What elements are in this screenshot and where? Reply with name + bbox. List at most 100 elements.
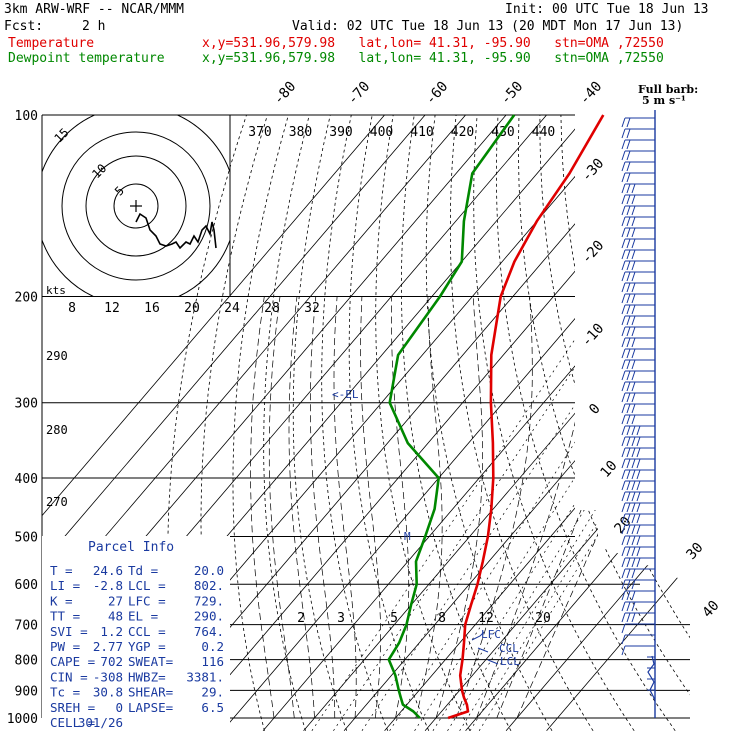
wind-barb-flag (621, 425, 626, 436)
isotherm-label: -30 (579, 156, 608, 186)
wind-barb-flag (621, 117, 626, 128)
lfc-marker: LFC (481, 628, 501, 641)
wind-barb-flag (636, 557, 641, 568)
mixing-ratio-label-mid: 20 (184, 301, 200, 316)
hodograph-ring-label-5: 5 (112, 183, 127, 198)
wind-barb (621, 557, 655, 568)
parcel-cell: CCL = (128, 624, 166, 639)
parcel-cell: 48 (108, 609, 123, 624)
wind-barb (621, 172, 655, 183)
wind-barb (621, 326, 655, 337)
parcel-cell: TT = (50, 609, 80, 624)
wind-barb-flag (631, 524, 636, 535)
wind-barb-flag (626, 546, 631, 557)
wind-barb-flag (631, 271, 636, 282)
wind-barb-flag (626, 139, 631, 150)
wind-barb-flag (621, 579, 626, 590)
wind-barb-flag (631, 546, 636, 557)
wind-barb-flag (631, 205, 636, 216)
wind-barb-flag (626, 601, 631, 612)
wind-barb-flag (621, 502, 626, 513)
moist-adiabat (310, 296, 336, 719)
wind-barb-flag (626, 216, 631, 227)
wind-barb (621, 403, 655, 414)
theta-label-left: 290 (46, 349, 68, 363)
wind-barb-flag (621, 612, 626, 623)
parcel-cell: SWEAT= (128, 654, 173, 669)
wind-barb-flag (626, 535, 631, 546)
mixing-ratio-labels: 8 12 16 20 24 28 32 2 3 5 8 12 20 (68, 301, 551, 626)
parcel-cell: 290. (194, 609, 224, 624)
wind-barb-flag (636, 513, 641, 524)
pressure-label-100: 100 (15, 109, 38, 124)
level-markers: <-EL M LFC CCL LCL (332, 388, 520, 668)
wind-barb-flag (626, 491, 631, 502)
mixing-ratio-line (447, 296, 690, 731)
wind-barb (621, 216, 655, 227)
wind-barb (621, 304, 655, 315)
wind-barb-flag (631, 348, 636, 359)
wind-barb-flag (626, 447, 631, 458)
wind-barb-flag (621, 414, 626, 425)
parcel-cell: 30.8 (93, 685, 123, 700)
wind-barb-flag (631, 183, 636, 194)
wind-barb-flag (621, 293, 626, 304)
wind-barb-flag (626, 359, 631, 370)
wind-barb (621, 359, 655, 370)
parcel-cell: 702 (100, 654, 123, 669)
dry-adiabat (375, 115, 471, 731)
parcel-info-title: Parcel Info (88, 540, 175, 555)
dry-adiabat (400, 115, 512, 731)
pressure-label-600: 600 (15, 578, 38, 593)
forecast-label: Fcst: (4, 19, 44, 34)
parcel-cell: EL = (128, 609, 158, 624)
dry-adiabat (473, 115, 635, 732)
theta-label-top: 370 (248, 125, 271, 140)
wind-barb-flag (631, 337, 636, 348)
isotherm-label: -20 (579, 238, 608, 268)
theta-label-top: 390 (329, 125, 352, 140)
wind-barb-flag (631, 315, 636, 326)
isotherm-label: -80 (271, 79, 300, 109)
wind-barb-flag (631, 601, 636, 612)
wind-barb (621, 293, 655, 304)
hodograph-ring-5 (85, 155, 187, 257)
moist-adiabat (516, 296, 690, 719)
wind-barb-flag (621, 183, 626, 194)
hodograph-trace (135, 212, 217, 250)
mixing-ratio-line (459, 296, 690, 731)
wind-barb-flag (621, 260, 626, 271)
wind-barb (621, 260, 655, 271)
wind-barb-flag (621, 139, 626, 150)
parcel-rows: T = 24.6 Td = 20.0 LI = -2.8 LCL = 802. K = 27 LFC… (50, 563, 224, 730)
wind-barb-flag (621, 381, 626, 392)
wind-barb (621, 414, 655, 425)
wind-barb-flag (621, 634, 626, 645)
parcel-cell: 3381. (186, 669, 224, 684)
temperature-location: x,y=531.96,579.98 lat,lon= 41.31, -95.90… (202, 36, 664, 51)
wind-barb-flag (621, 392, 626, 403)
parcel-cell: LAPSE= (128, 700, 173, 715)
wind-barb (621, 370, 655, 381)
mixing-ratio-label-low: 12 (478, 611, 494, 626)
wind-barb-flag (636, 480, 641, 491)
wind-barb-flag (621, 128, 626, 139)
lcl-marker: LCL (500, 655, 520, 668)
wind-barb (621, 502, 655, 513)
wind-barb (621, 436, 655, 447)
isotherm-label: 30 (683, 540, 706, 563)
parcel-cell: LI = (50, 578, 80, 593)
wind-barb-flag (626, 304, 631, 315)
wind-barb (621, 623, 655, 634)
wind-barb-flag (626, 480, 631, 491)
wind-barb-flag (621, 304, 626, 315)
wind-barb (621, 458, 655, 469)
wind-barb-flag (626, 194, 631, 205)
el-marker: <-EL (332, 388, 359, 401)
wind-barb (621, 645, 655, 656)
theta-label-top: 440 (532, 125, 555, 140)
theta-label-top: 380 (289, 125, 312, 140)
wind-barb-flag (626, 414, 631, 425)
wind-barb-flag (621, 172, 626, 183)
hodograph-ring-10 (61, 131, 211, 281)
